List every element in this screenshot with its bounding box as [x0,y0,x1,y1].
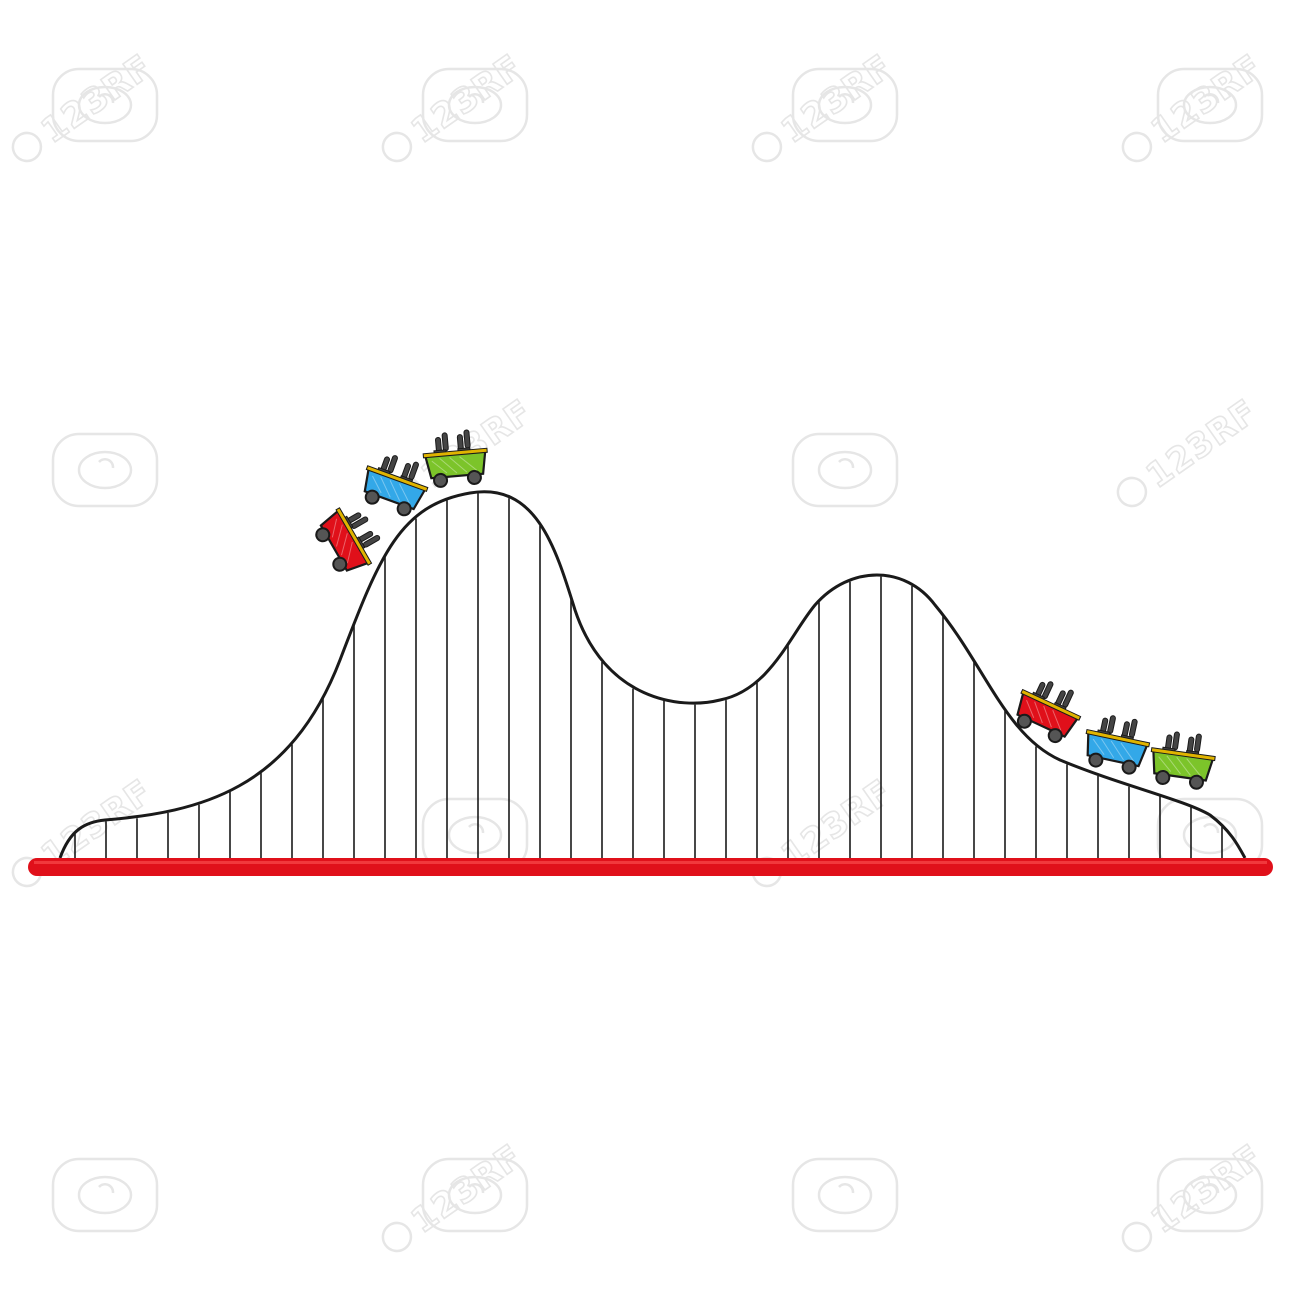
watermark-badge [421,1157,529,1233]
wheel [1047,728,1063,744]
wheel [433,472,449,488]
watermark-badge [421,67,529,143]
wheel [1088,752,1104,768]
coaster-train-group [315,429,1216,790]
track-supports [74,493,1223,858]
coaster-car [422,429,488,488]
watermark-badge [51,67,159,143]
watermark-badge [1156,67,1264,143]
watermark-badge [791,67,899,143]
track-rail [58,490,1247,859]
watermark-badge [51,432,159,508]
watermark-logo: 123RF [751,771,901,888]
watermark-logo: 123RF [11,46,161,163]
watermark-logo: 123RF [381,1136,531,1253]
wheel [396,501,412,517]
coaster-car [1085,715,1151,775]
wheel [1155,769,1171,785]
watermark-badge [51,1157,159,1233]
watermark-badge [791,432,899,508]
coaster-car [363,455,429,517]
coaster-track [58,490,1247,859]
watermark-badge [1156,1157,1264,1233]
wheel [1188,774,1204,790]
coaster-car [315,507,381,572]
watermark-layer: 123RF 123RF 123RF 123RF 123RF 123RF 123RF 123RF… [11,46,1271,1253]
watermark-logo: 123RF [1116,391,1266,508]
watermark-logo: 123RF [1121,46,1271,163]
watermark-text: 123RF [1139,392,1265,497]
wheel [364,489,380,505]
watermark-badge [791,1157,899,1233]
wheel [332,556,348,572]
wheel [315,527,331,543]
wheel [466,469,482,485]
riders-hands [379,455,419,482]
coaster-car [1016,681,1082,744]
coaster-car [1150,731,1216,790]
ground-rail [28,858,1273,876]
watermark-logo: 123RF [1121,1136,1271,1253]
watermark-logo: 123RF [751,46,901,163]
watermark-logo: 123RF [381,46,531,163]
wheel [1016,713,1032,729]
wheel [1121,759,1137,775]
